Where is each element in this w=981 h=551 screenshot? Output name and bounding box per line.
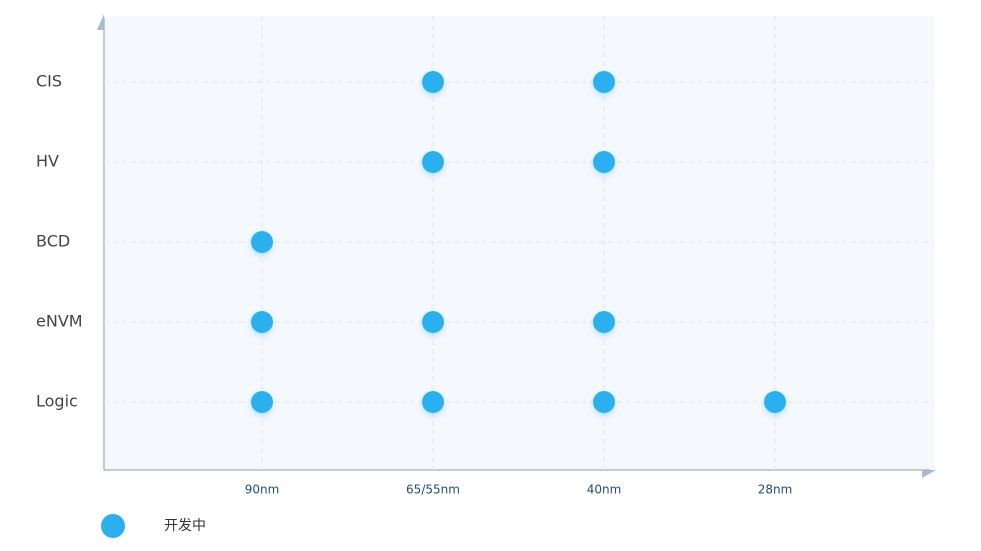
- x-arrow: [922, 470, 936, 478]
- y-tick-label: eNVM: [36, 312, 83, 331]
- point: [422, 71, 444, 93]
- legend-label: 开发中: [164, 518, 206, 534]
- point: [764, 391, 786, 413]
- point: [422, 391, 444, 413]
- y-tick-label: CIS: [36, 72, 62, 91]
- point: [422, 151, 444, 173]
- x-tick-label: 65/55nm: [406, 483, 460, 497]
- x-tick-label: 40nm: [587, 483, 622, 497]
- legend-marker: [101, 514, 125, 538]
- plot-area: [104, 16, 934, 470]
- point: [593, 311, 615, 333]
- point: [251, 391, 273, 413]
- x-tick-label: 28nm: [758, 483, 793, 497]
- y-arrow: [97, 14, 104, 30]
- y-tick-label: Logic: [36, 392, 78, 411]
- y-tick-label: HV: [36, 152, 59, 171]
- point: [251, 231, 273, 253]
- point: [593, 151, 615, 173]
- y-tick-label: BCD: [36, 232, 70, 251]
- point: [422, 311, 444, 333]
- point: [593, 71, 615, 93]
- point: [251, 311, 273, 333]
- x-tick-label: 90nm: [245, 483, 280, 497]
- point: [593, 391, 615, 413]
